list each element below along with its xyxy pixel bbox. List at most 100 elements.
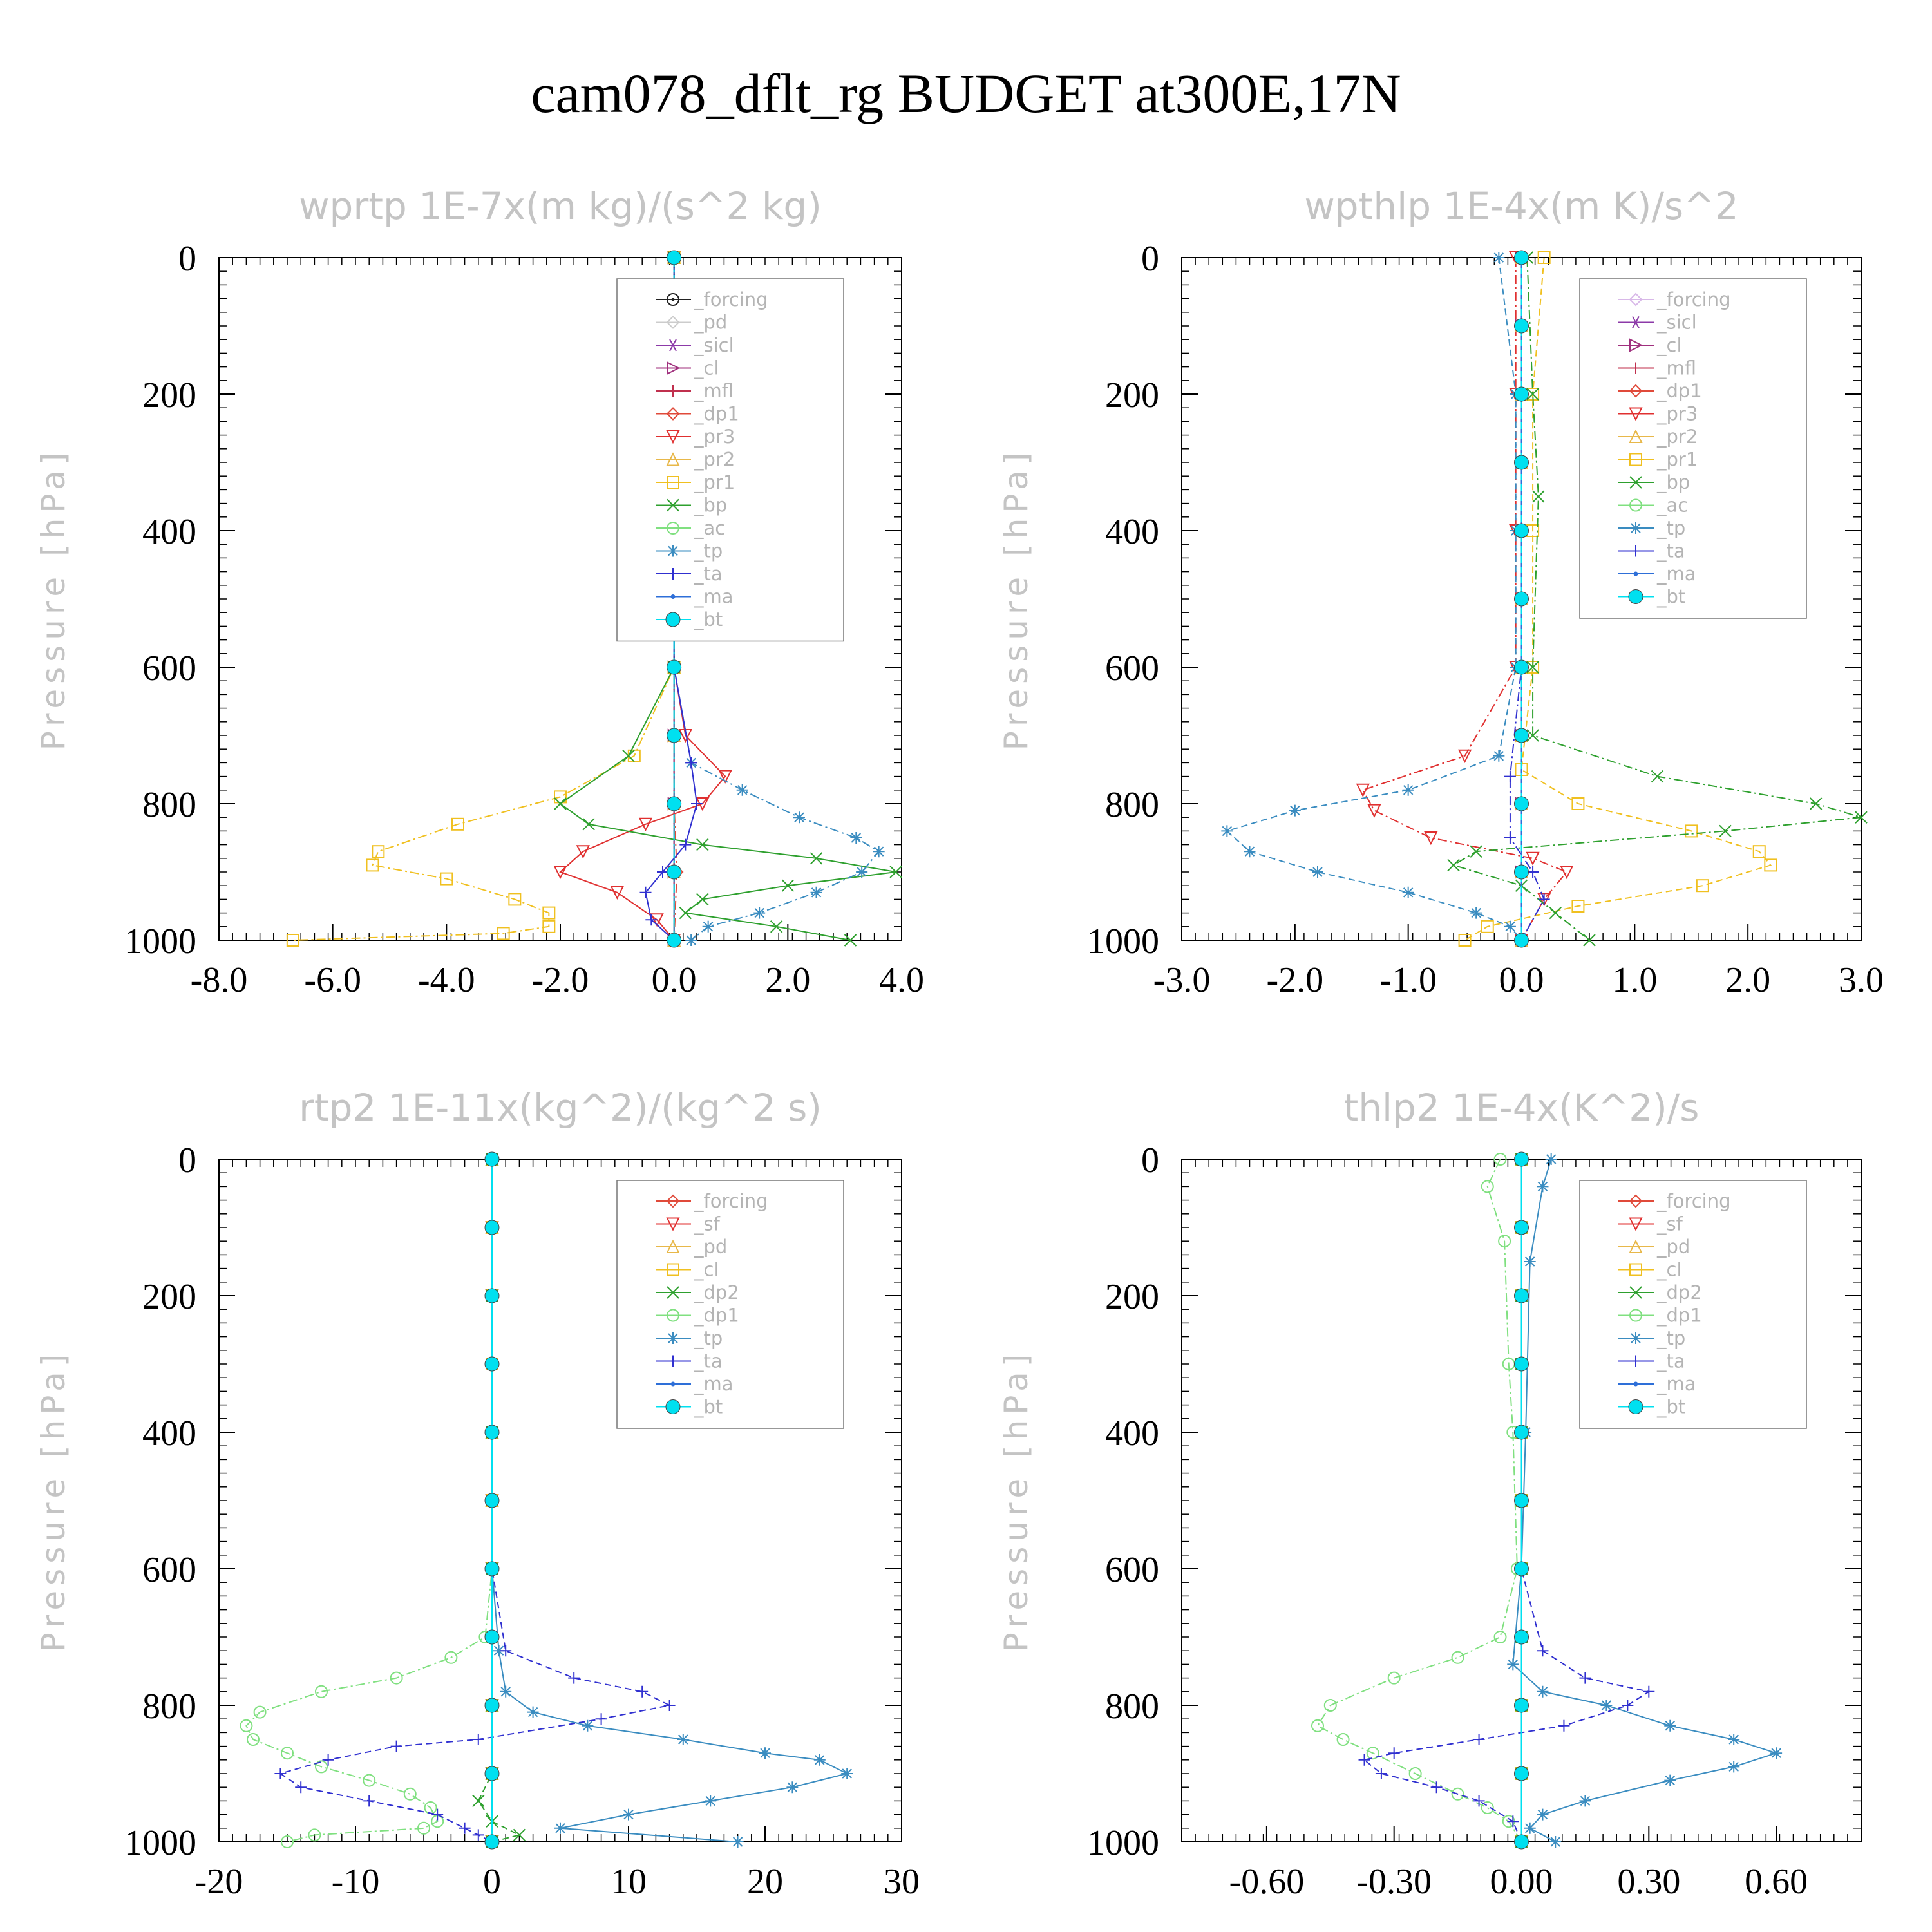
data-point — [1549, 1836, 1562, 1848]
data-point — [759, 1747, 771, 1759]
data-point — [1375, 1768, 1387, 1779]
data-point — [1752, 845, 1766, 858]
data-point — [315, 1760, 328, 1774]
legend-marker — [666, 407, 680, 421]
y-tick-label: 200 — [1105, 1277, 1159, 1317]
data-point — [459, 1822, 471, 1834]
legend-label: _ta — [694, 1350, 723, 1372]
data-point — [1579, 1672, 1591, 1684]
legend-item: _ta — [656, 1350, 723, 1372]
data-point — [1507, 1658, 1519, 1671]
y-tick-label: 0 — [1141, 1141, 1159, 1180]
legend-item: _mfl — [1618, 357, 1696, 379]
legend-item: _bt — [656, 1396, 723, 1418]
legend-marker — [1630, 522, 1642, 534]
data-point — [1764, 858, 1777, 872]
data-point — [527, 1706, 539, 1718]
data-point — [1664, 1719, 1676, 1732]
data-point — [1809, 797, 1823, 810]
data-point — [554, 1822, 566, 1834]
legend-marker — [1629, 384, 1643, 398]
data-point — [1311, 1719, 1324, 1732]
legend-marker — [667, 1309, 679, 1322]
legend-marker — [666, 1217, 680, 1231]
data-point — [1514, 1698, 1529, 1713]
data-point — [679, 838, 692, 851]
y-tick-label: 400 — [1105, 512, 1159, 552]
data-point — [1402, 784, 1414, 796]
y-tick-label: 400 — [142, 1414, 196, 1454]
legend-marker — [1628, 589, 1643, 604]
data-point — [810, 852, 823, 865]
legend-item: _ta — [656, 563, 723, 585]
legend-item: _pr3 — [656, 426, 735, 448]
data-point — [702, 920, 714, 933]
series-line — [245, 1159, 493, 1842]
legend-marker — [667, 361, 681, 375]
data-point — [610, 886, 624, 900]
y-tick-label: 800 — [142, 1687, 196, 1727]
data-point — [685, 757, 697, 769]
series-tp — [1221, 252, 1528, 946]
legend-item: _forcing — [656, 1190, 768, 1212]
data-point — [1430, 1781, 1443, 1794]
data-point — [484, 1629, 500, 1645]
data-point — [1514, 523, 1529, 538]
legend-marker — [667, 522, 679, 535]
legend-marker — [1629, 338, 1643, 352]
data-point — [1514, 1766, 1529, 1781]
data-point — [841, 1768, 853, 1779]
data-point — [753, 907, 766, 919]
data-point — [493, 1645, 505, 1657]
legend-item: _forcing — [1618, 1190, 1731, 1212]
data-point — [889, 866, 902, 878]
legend-label: _pd — [694, 1236, 727, 1258]
legend-item: _dp1 — [656, 1305, 739, 1327]
data-point — [638, 817, 653, 832]
data-point — [484, 1766, 500, 1781]
legend-marker — [667, 1332, 679, 1344]
panel-title: thlp2 1E-4x(K^2)/s — [1343, 1086, 1699, 1130]
series-bp — [1447, 251, 1868, 947]
legend-item: _tp — [656, 1327, 723, 1349]
legend-marker — [1629, 1263, 1642, 1276]
data-point — [322, 1754, 334, 1766]
legend-marker — [1629, 1239, 1643, 1253]
x-tick-label: -3.0 — [1153, 960, 1211, 1000]
data-point — [685, 934, 697, 946]
legend-item: _cl — [1618, 1259, 1682, 1281]
legend-item: _ac — [1618, 495, 1688, 516]
data-point — [1532, 490, 1545, 503]
series-pr3 — [1356, 251, 1574, 948]
data-point — [1524, 1822, 1536, 1834]
legend-label: _ma — [694, 586, 734, 608]
legend-label: _pr2 — [694, 449, 735, 471]
data-point — [813, 1754, 826, 1766]
legend-item: _bp — [1618, 471, 1690, 493]
data-point — [484, 1698, 500, 1713]
legend-box — [1579, 278, 1807, 619]
legend-item: _bp — [656, 495, 727, 516]
data-point — [1514, 1425, 1529, 1440]
data-point — [472, 1734, 484, 1745]
data-point — [1424, 831, 1438, 846]
data-point — [1498, 1235, 1511, 1248]
legend-item: _dp1 — [656, 403, 739, 425]
data-point — [786, 1781, 799, 1794]
legend-label: _pr1 — [1656, 449, 1698, 471]
x-tick-label: -6.0 — [304, 960, 361, 1000]
legend-item: _ac — [656, 517, 725, 539]
x-tick-label: 1.0 — [1612, 960, 1657, 1000]
data-point — [247, 1733, 260, 1746]
legend-item: _pd — [656, 1236, 727, 1258]
data-point — [1643, 1685, 1655, 1698]
data-point — [484, 1561, 500, 1577]
series-bt — [484, 1151, 500, 1850]
legend-label: _bp — [1656, 471, 1690, 493]
data-point — [1514, 864, 1529, 880]
legend-item: _ta — [1618, 1350, 1685, 1372]
data-point — [1289, 804, 1301, 817]
data-point — [1664, 1774, 1676, 1786]
legend-marker — [1630, 362, 1642, 374]
